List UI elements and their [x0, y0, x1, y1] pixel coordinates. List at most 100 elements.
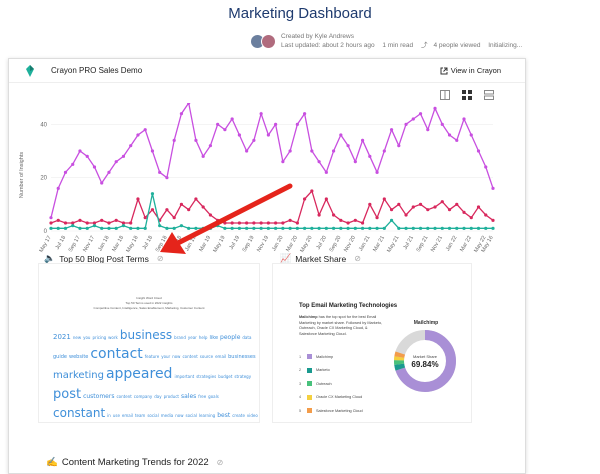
data-point	[245, 221, 249, 225]
data-point	[158, 170, 162, 174]
word-cloud-term: 2021	[53, 333, 71, 341]
donut-center-value: 69.84%	[411, 360, 438, 369]
data-point	[455, 202, 459, 206]
word-cloud-term: post	[53, 386, 82, 402]
word-cloud-term: free	[198, 393, 207, 399]
data-point	[143, 216, 147, 220]
market-share-card: Top Email Marketing Technologies Mailchi…	[272, 263, 472, 423]
status-text: Initializing...	[488, 42, 523, 49]
data-point	[71, 162, 75, 166]
x-tick-label: Nov 20	[343, 235, 357, 253]
data-point	[201, 154, 205, 158]
word-cloud-term: product	[163, 393, 179, 399]
x-tick-label: May 21	[386, 235, 400, 254]
data-point	[404, 213, 408, 217]
word-cloud-term: day	[154, 393, 162, 399]
data-point	[100, 181, 104, 185]
data-point	[462, 117, 466, 121]
data-point	[187, 226, 191, 230]
data-point	[404, 226, 408, 230]
word-cloud-term: guide	[53, 354, 67, 361]
data-point	[266, 133, 270, 137]
word-cloud-header: Insight Word Cloud Top 50 Terms used in …	[39, 296, 259, 311]
data-point	[259, 112, 263, 116]
data-point	[165, 226, 169, 230]
x-tick-label: Jan 22	[445, 235, 458, 252]
data-point	[223, 128, 227, 132]
data-point	[469, 216, 473, 220]
data-point	[216, 224, 220, 228]
y-tick-label: 0	[44, 229, 48, 235]
data-point	[78, 218, 82, 222]
word-cloud-term: use	[112, 413, 120, 419]
data-point	[158, 224, 162, 228]
word-cloud-term: in	[107, 413, 111, 419]
word-cloud-row: marketing appeared important strategies budg…	[53, 363, 253, 383]
data-point	[339, 133, 343, 137]
data-point	[150, 149, 155, 153]
data-point	[295, 226, 299, 230]
data-point	[71, 221, 75, 225]
x-tick-label: Jul 19	[229, 235, 242, 251]
legend-item: 4 Oracle CX Marketing Cloud	[299, 391, 389, 405]
data-point	[440, 200, 444, 204]
word-cloud-header-line: Insight Word Cloud	[136, 296, 162, 300]
viewed-count: 4 people viewed	[433, 42, 481, 49]
legend-label: Oracle CX Marketing Cloud	[316, 395, 363, 400]
x-tick-label: Jan 21	[358, 235, 371, 252]
x-tick-label: Sep 17	[68, 235, 82, 253]
data-point	[339, 218, 343, 222]
x-tick-label: Nov 21	[430, 235, 444, 253]
donut-slice	[394, 330, 456, 392]
link-icon[interactable]: ⊘	[216, 458, 224, 467]
data-point	[274, 226, 278, 230]
list-view-icon[interactable]	[483, 89, 495, 101]
data-point	[295, 221, 299, 225]
view-in-crayon-link[interactable]: View in Crayon	[440, 66, 501, 75]
data-point	[136, 197, 140, 201]
data-point	[230, 226, 234, 230]
x-tick-label: Jul 21	[402, 235, 415, 251]
data-point	[353, 218, 357, 222]
word-cloud-term: appeared	[105, 365, 173, 382]
legend-item: 2 Marketo	[299, 364, 389, 378]
data-point	[252, 221, 256, 225]
series-line-purple	[50, 103, 494, 218]
split-view-icon[interactable]	[439, 89, 451, 101]
data-point	[411, 226, 415, 230]
legend-rank: 3	[299, 381, 302, 386]
word-cloud-header-line: Top 50 Terms used in 2022 insights	[125, 301, 173, 305]
data-point	[114, 160, 118, 164]
data-point	[397, 202, 401, 206]
link-icon[interactable]: ⊘	[156, 254, 164, 263]
word-cloud-term: social	[147, 413, 159, 419]
blog-terms-title: Top 50 Blog Post Terms	[59, 253, 149, 264]
word-cloud-term: team	[134, 413, 146, 419]
data-point	[310, 189, 314, 193]
word-cloud-row: guide website contact feature your now content…	[53, 343, 256, 363]
x-tick-label: Nov 18	[169, 235, 183, 253]
word-cloud-term: people	[220, 334, 241, 341]
data-point	[462, 210, 466, 214]
legend-rank: 5	[299, 408, 302, 413]
viewed-count-icon: ⤴	[420, 42, 428, 49]
data-point	[288, 149, 292, 153]
data-point	[71, 224, 75, 228]
data-point	[63, 170, 68, 174]
data-point	[360, 138, 365, 142]
last-updated: Last updated: about 2 hours ago	[281, 42, 375, 49]
data-point	[252, 226, 256, 230]
content-trends-title: Content Marketing Trends for 2022	[61, 457, 209, 468]
data-point	[368, 154, 372, 158]
market-share-chart-title: Top Email Marketing Technologies	[299, 303, 398, 309]
word-cloud-term: learning	[198, 413, 216, 419]
data-point	[447, 133, 452, 137]
x-tick-label: Jan 19	[184, 235, 197, 252]
word-cloud-term: content	[182, 354, 198, 360]
word-cloud-row: post customers content company day product sal…	[53, 383, 253, 403]
grid-view-icon[interactable]	[461, 89, 473, 101]
link-icon[interactable]: ⊘	[354, 254, 361, 263]
data-point	[418, 112, 423, 116]
word-cloud-term: email	[121, 413, 133, 419]
